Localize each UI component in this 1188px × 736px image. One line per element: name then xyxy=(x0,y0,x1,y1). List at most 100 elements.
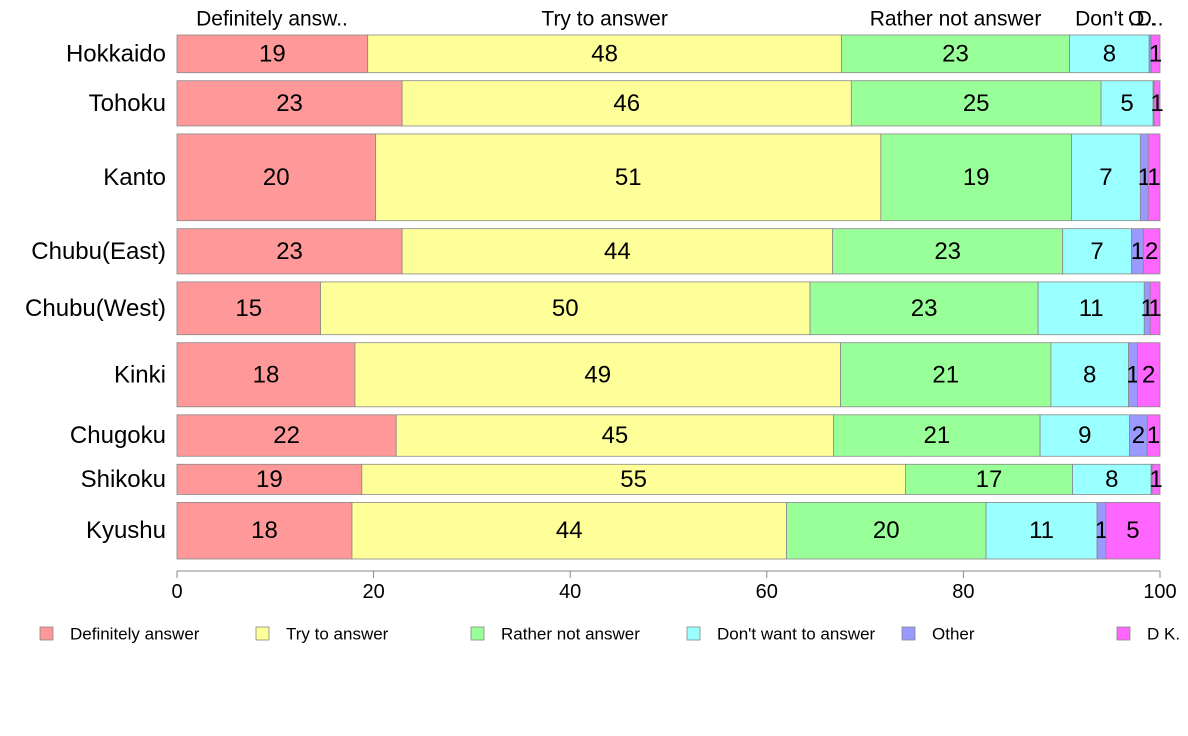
data-label: 8 xyxy=(1083,361,1096,388)
data-label: 1 xyxy=(1147,164,1160,191)
bar-segment xyxy=(375,133,882,222)
data-label: 7 xyxy=(1099,164,1112,191)
bar-segment xyxy=(176,80,403,127)
x-tick-label: 80 xyxy=(952,581,974,603)
data-label: 19 xyxy=(256,466,283,493)
data-label: 5 xyxy=(1126,517,1139,544)
data-label: 19 xyxy=(259,40,286,67)
legend-label: D K. xyxy=(1147,625,1180,644)
legend-label: Other xyxy=(932,625,975,644)
bar-segment xyxy=(841,34,1070,74)
bar-segment xyxy=(176,463,363,495)
bar-segment xyxy=(1037,281,1145,336)
bar-segment xyxy=(1150,34,1161,74)
category-label: Kinki xyxy=(114,361,166,388)
bar-segment xyxy=(176,34,369,74)
top-label: Try to answer xyxy=(541,8,667,31)
bar-segment xyxy=(880,133,1072,222)
bar-segment xyxy=(832,228,1064,275)
data-label: 8 xyxy=(1103,40,1116,67)
bar-segment xyxy=(1039,414,1130,457)
data-label: 1 xyxy=(1149,466,1162,493)
x-tick-label: 60 xyxy=(756,581,778,603)
x-tick-label: 100 xyxy=(1143,581,1176,603)
data-label: 1 xyxy=(1126,361,1139,388)
bar-segment xyxy=(1069,34,1150,74)
category-label: Chubu(West) xyxy=(25,295,166,322)
data-label: 2 xyxy=(1142,361,1155,388)
bar-segment xyxy=(1147,133,1161,222)
legend-swatch xyxy=(686,626,701,641)
data-label: 51 xyxy=(615,164,642,191)
bar-segment xyxy=(395,414,835,457)
bar-segment xyxy=(351,502,787,560)
category-label: Chubu(East) xyxy=(31,238,166,265)
data-label: 46 xyxy=(613,90,640,117)
data-label: 5 xyxy=(1120,90,1133,117)
bar-segment xyxy=(1136,342,1161,408)
legend-label: Rather not answer xyxy=(501,625,640,644)
data-label: 21 xyxy=(932,361,959,388)
x-tick-label: 20 xyxy=(362,581,384,603)
data-label: 48 xyxy=(591,40,618,67)
data-label: 23 xyxy=(934,238,961,265)
data-label: 2 xyxy=(1132,422,1145,449)
bar-segment xyxy=(985,502,1098,560)
data-label: 2 xyxy=(1145,238,1158,265)
top-label: O.. xyxy=(1128,8,1156,31)
bar-segment xyxy=(401,80,852,127)
legend-label: Don't want to answer xyxy=(717,625,876,644)
category-label: Kyushu xyxy=(86,517,166,544)
data-label: 20 xyxy=(263,164,290,191)
bar-segment xyxy=(1050,342,1129,408)
bar-segment xyxy=(1105,502,1161,560)
legend-swatch xyxy=(255,626,270,641)
category-label: Tohoku xyxy=(89,90,166,117)
data-label: 11 xyxy=(1029,517,1054,544)
legend-swatch xyxy=(1116,626,1131,641)
data-label: 1 xyxy=(1095,517,1108,544)
bar-segment xyxy=(176,342,356,408)
top-label: Don't .. xyxy=(1075,8,1141,31)
data-label: 25 xyxy=(963,90,990,117)
data-label: 1 xyxy=(1149,40,1162,67)
data-label: 23 xyxy=(276,238,303,265)
bar-segment xyxy=(320,281,811,336)
data-label: 19 xyxy=(963,164,990,191)
data-label: 1 xyxy=(1148,295,1161,322)
bar-segment xyxy=(1100,80,1154,127)
category-labels: Hokkaido Tohoku Kanto Chubu(East) Chubu(West… xyxy=(25,40,166,544)
data-label: 18 xyxy=(251,517,278,544)
category-label: Chugoku xyxy=(70,422,166,449)
top-label: Rather not answer xyxy=(870,8,1042,31)
category-label: Hokkaido xyxy=(66,40,166,67)
data-label: 44 xyxy=(604,238,631,265)
bar-segment xyxy=(1153,80,1161,127)
data-label: 55 xyxy=(620,466,647,493)
data-label: 49 xyxy=(584,361,611,388)
data-label: 18 xyxy=(253,361,280,388)
bar-segment xyxy=(786,502,987,560)
data-label: 20 xyxy=(873,517,900,544)
data-label: 1 xyxy=(1131,238,1144,265)
bar-segment xyxy=(401,228,834,275)
legend-label: Try to answer xyxy=(286,625,389,644)
data-label: 45 xyxy=(602,422,629,449)
top-label: Definitely answ.. xyxy=(196,8,348,31)
legend-swatch xyxy=(39,626,54,641)
bar-segment xyxy=(1072,463,1152,495)
data-label: 44 xyxy=(556,517,583,544)
legend-swatch xyxy=(901,626,916,641)
data-label: 1 xyxy=(1150,90,1163,117)
data-label: 1 xyxy=(1147,422,1160,449)
bar-segment xyxy=(1151,463,1161,495)
x-axis: 0 20 40 60 80 100 xyxy=(171,570,1177,603)
bar-segment xyxy=(361,463,906,495)
data-label: 9 xyxy=(1078,422,1091,449)
data-label: 23 xyxy=(911,295,938,322)
data-label: 50 xyxy=(552,295,579,322)
top-labels: Definitely answ.. Try to answer Rather not… xyxy=(196,8,1163,31)
data-label: 11 xyxy=(1079,295,1104,322)
